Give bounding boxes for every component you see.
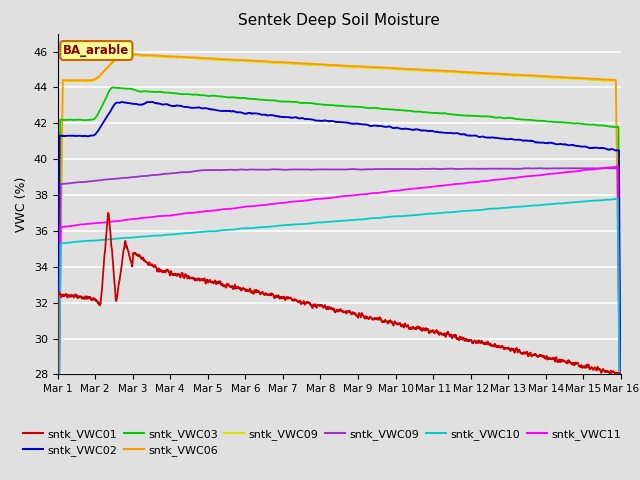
Title: Sentek Deep Soil Moisture: Sentek Deep Soil Moisture bbox=[238, 13, 440, 28]
Legend: sntk_VWC01, sntk_VWC02, sntk_VWC03, sntk_VWC06, sntk_VWC09, sntk_VWC09, sntk_VWC: sntk_VWC01, sntk_VWC02, sntk_VWC03, sntk… bbox=[18, 424, 626, 460]
Text: BA_arable: BA_arable bbox=[63, 44, 129, 57]
Y-axis label: VWC (%): VWC (%) bbox=[15, 176, 28, 232]
